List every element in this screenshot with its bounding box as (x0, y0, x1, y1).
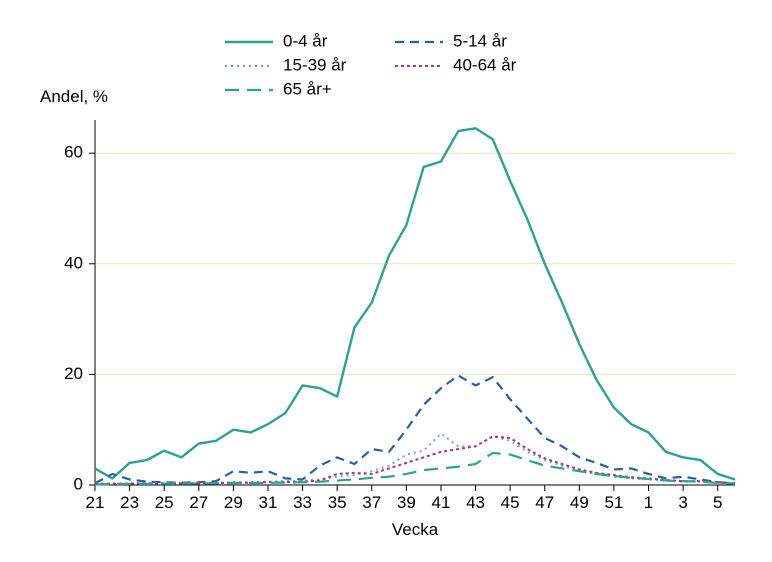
x-tick-label: 41 (431, 493, 450, 512)
y-tick-label: 60 (64, 143, 83, 162)
x-tick-label: 37 (362, 493, 381, 512)
y-tick-label: 0 (74, 474, 83, 493)
legend-label-age_0_4: 0-4 år (283, 31, 328, 50)
chart-canvas: 0204060Andel, %2123252729313335373941434… (0, 0, 772, 562)
x-tick-label: 49 (570, 493, 589, 512)
x-tick-label: 25 (155, 493, 174, 512)
x-tick-label: 39 (397, 493, 416, 512)
x-tick-label: 1 (644, 493, 653, 512)
x-tick-label: 33 (293, 493, 312, 512)
x-tick-label: 23 (120, 493, 139, 512)
x-tick-label: 35 (328, 493, 347, 512)
x-tick-label: 5 (713, 493, 722, 512)
x-tick-label: 51 (604, 493, 623, 512)
line-chart: 0204060Andel, %2123252729313335373941434… (0, 0, 772, 562)
x-tick-label: 43 (466, 493, 485, 512)
y-axis-title: Andel, % (40, 87, 108, 106)
x-tick-label: 27 (189, 493, 208, 512)
x-tick-label: 21 (86, 493, 105, 512)
legend-label-age_5_14: 5-14 år (453, 31, 507, 50)
x-tick-label: 29 (224, 493, 243, 512)
x-tick-label: 31 (259, 493, 278, 512)
legend-label-age_65_plus: 65 år+ (283, 79, 332, 98)
x-tick-label: 3 (678, 493, 687, 512)
legend-label-age_40_64: 40-64 år (453, 55, 517, 74)
legend-label-age_15_39: 15-39 år (283, 55, 347, 74)
y-tick-label: 20 (64, 364, 83, 383)
x-axis-title: Vecka (392, 520, 439, 539)
x-tick-label: 47 (535, 493, 554, 512)
y-tick-label: 40 (64, 253, 83, 272)
x-tick-label: 45 (501, 493, 520, 512)
